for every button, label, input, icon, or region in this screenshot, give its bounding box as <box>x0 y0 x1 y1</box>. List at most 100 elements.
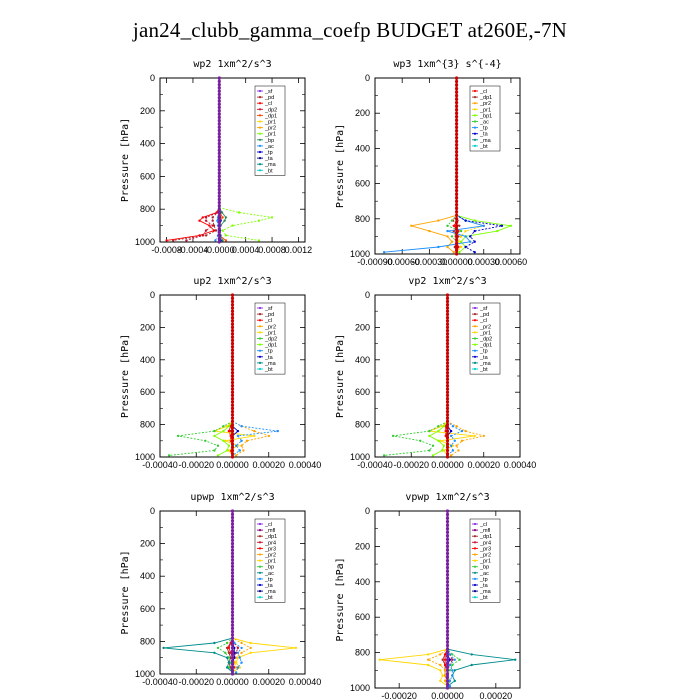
legend-label: _bp1 <box>479 113 492 119</box>
legend-label: _pr1 <box>479 107 491 113</box>
zero-profile-marker <box>455 245 459 249</box>
zero-profile-marker <box>455 111 459 115</box>
data-point-pr2 <box>267 434 270 438</box>
zero-profile-marker <box>455 238 459 242</box>
data-point-pr2 <box>443 669 447 672</box>
zero-profile-marker <box>455 175 459 179</box>
zero-profile-marker <box>455 143 459 147</box>
legend-label: _mfl <box>479 528 490 534</box>
zero-profile-marker <box>217 204 221 208</box>
data-point-tp <box>240 661 243 664</box>
data-point-dp2 <box>216 444 220 447</box>
data-point-dp2 <box>204 439 207 442</box>
zero-profile-marker <box>445 675 450 680</box>
zero-profile-marker <box>445 654 450 658</box>
data-point-pr1 <box>439 679 442 683</box>
zero-profile-marker <box>230 355 235 359</box>
zero-profile-marker <box>230 512 235 516</box>
zero-profile-marker <box>230 603 235 608</box>
y-tick-label: 600 <box>355 612 370 622</box>
y-tick-label: 0 <box>150 506 155 516</box>
zero-profile-marker <box>445 512 450 517</box>
data-point-pr1 <box>439 669 442 672</box>
zero-profile-marker <box>455 196 459 200</box>
zero-profile-marker <box>230 532 235 536</box>
legend-label: _tp <box>479 577 488 583</box>
data-point-pr1 <box>427 663 430 667</box>
zero-profile-marker <box>217 161 221 165</box>
data-point-tp <box>240 439 243 442</box>
zero-profile-marker <box>230 309 235 313</box>
zero-profile-marker <box>230 452 235 456</box>
legend-label: _pr1 <box>264 330 276 336</box>
zero-profile-marker <box>230 367 235 372</box>
zero-profile-marker <box>217 181 221 185</box>
zero-profile-marker <box>230 377 235 381</box>
data-point-dp1 <box>437 439 440 442</box>
zero-profile-marker <box>445 562 450 566</box>
legend-marker <box>258 96 262 99</box>
legend-label: _bp <box>264 565 274 571</box>
zero-profile-marker <box>230 564 235 569</box>
legend-marker <box>473 108 477 111</box>
legend-marker <box>258 559 262 562</box>
data-point-dp2 <box>419 439 422 442</box>
zero-profile-marker <box>455 206 459 210</box>
legend-marker <box>473 306 477 310</box>
data-point-dp2 <box>211 224 214 227</box>
data-point-cl <box>452 224 455 227</box>
data-point-tp <box>460 429 464 433</box>
legend-label: _cl <box>479 522 487 528</box>
zero-profile-marker <box>217 155 221 159</box>
panel-title: wp3 1xm^{3} s^{-4} <box>393 59 501 70</box>
data-point-dp1 <box>224 239 228 242</box>
zero-profile-marker <box>217 207 221 211</box>
zero-profile-marker <box>445 445 450 449</box>
x-tick-label: 0.00020 <box>480 691 513 700</box>
zero-profile-marker <box>445 442 450 446</box>
legend-label: _pr2 <box>479 324 491 330</box>
legend-marker <box>473 547 477 550</box>
zero-profile-marker <box>445 530 450 534</box>
data-point-tp <box>451 425 455 428</box>
x-tick-label: -0.00020 <box>381 691 417 700</box>
zero-profile-marker <box>230 669 235 673</box>
zero-profile-marker <box>230 448 235 453</box>
x-tick-label: 0.00040 <box>289 677 322 687</box>
zero-profile-marker <box>217 187 221 192</box>
panel-3: up2 1xm^2/s^3 Pressure [hPa] 0 200 400 600 800… <box>120 276 321 470</box>
legend-marker <box>473 529 477 532</box>
zero-profile-marker <box>217 96 221 100</box>
zero-profile-marker <box>445 410 450 414</box>
zero-profile-marker <box>445 612 450 616</box>
y-tick-label: 600 <box>355 179 370 189</box>
data-point-dp2 <box>201 234 204 237</box>
legend-label: _pr2 <box>264 126 276 132</box>
zero-profile-marker <box>217 227 221 231</box>
zero-profile-marker <box>230 358 235 362</box>
zero-profile-marker <box>217 99 221 103</box>
data-point-pr1 <box>427 653 430 656</box>
legend-marker <box>258 565 262 568</box>
zero-profile-marker <box>230 577 235 582</box>
series-line-ac <box>163 511 233 673</box>
data-point-bp1 <box>473 219 476 222</box>
zero-profile-marker <box>445 665 450 669</box>
zero-profile-marker <box>230 348 235 352</box>
y-tick-label: 1000 <box>350 683 370 693</box>
data-point-dp2 <box>167 454 171 457</box>
zero-profile-marker <box>455 118 459 122</box>
data-point-pr1 <box>294 646 298 650</box>
zero-profile-marker <box>455 178 459 182</box>
data-point-dp1 <box>431 454 435 457</box>
zero-profile-marker <box>230 371 235 375</box>
zero-profile-marker <box>455 87 459 91</box>
data-point-dp2 <box>428 429 431 433</box>
data-point-bp <box>451 653 454 656</box>
zero-profile-marker <box>455 182 459 186</box>
legend-label: _ta <box>479 132 489 138</box>
data-point-ta <box>500 224 504 227</box>
legend: _sf_pd_cl_dp2_dp1_pr1_pr2_pr1_bp_ac_tp_t… <box>254 85 286 176</box>
legend-label: _tp <box>264 150 273 156</box>
data-point-pr2 <box>240 444 243 447</box>
